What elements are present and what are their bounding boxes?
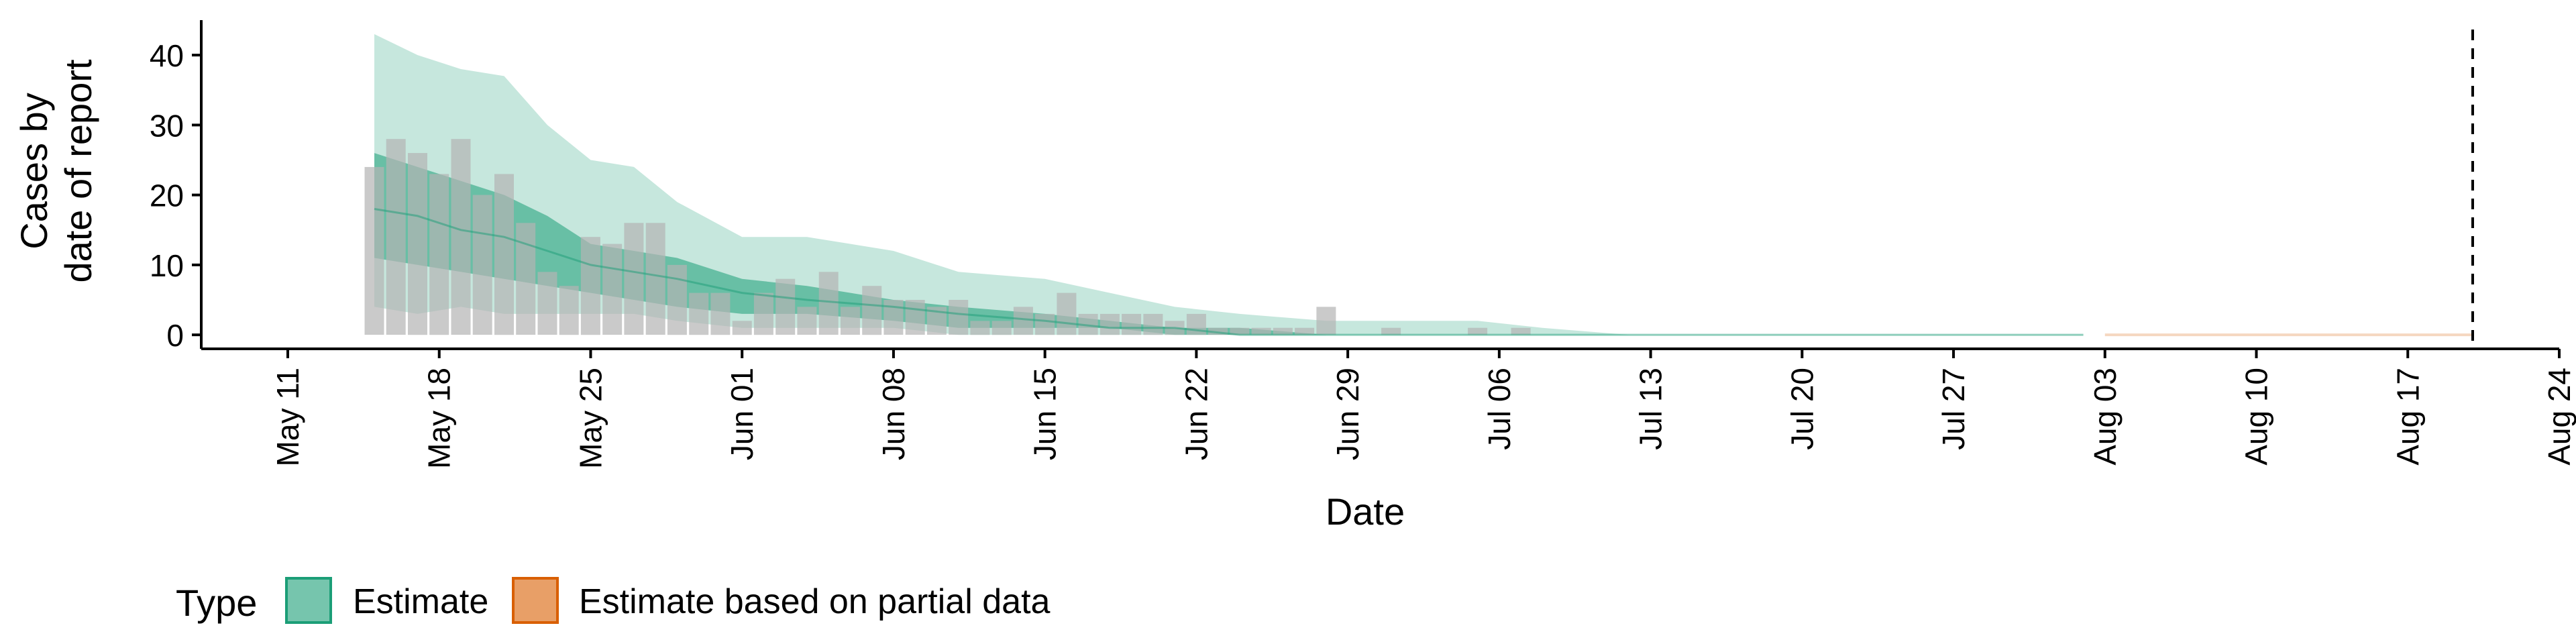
case-bar [818,272,839,335]
x-tick-label: May 11 [270,368,305,466]
case-bar [537,272,557,335]
legend-swatch-partial [512,577,559,624]
estimate-band-50 [374,153,2084,335]
legend: Type Estimate Estimate based on partial … [176,577,1051,624]
x-tick-label: Jul 13 [1633,368,1668,450]
x-tick-label: Aug 10 [2239,368,2274,466]
case-bar [1035,313,1055,335]
y-tick-label: 10 [150,248,184,283]
legend-title: Type [176,582,257,624]
y-tick-label: 20 [150,178,184,213]
case-bar [949,300,969,335]
case-bar [624,223,644,335]
case-bar [451,139,471,335]
case-bar [970,321,990,335]
case-bar [840,307,860,335]
case-bar [1511,327,1531,335]
case-bar [472,195,492,335]
case-bar [775,278,796,335]
case-bar [1013,307,1033,335]
estimate-median-layer [374,208,2084,336]
x-tick-label: Jun 29 [1330,368,1365,460]
case-bar [580,237,600,335]
case-bar [1251,327,1271,335]
case-bar [905,300,925,335]
case-bar [883,300,904,335]
x-tick-label: May 25 [574,368,608,469]
case-bar [797,307,817,335]
x-axis-label: Date [1326,490,1405,533]
legend-swatch-estimate [285,577,332,624]
case-bar [364,166,384,335]
case-bar [1057,292,1077,335]
y-tick-label: 40 [150,38,184,73]
x-tick-label: Jun 08 [876,368,911,460]
case-bar [645,223,665,335]
case-bar [1273,327,1293,335]
case-bar [1295,327,1315,335]
x-tick-label: May 18 [422,368,457,469]
case-bar [386,139,406,335]
y-tick-label: 30 [150,108,184,143]
x-tick-label: Jun 01 [724,368,759,460]
case-bar [1143,313,1163,335]
case-bar [991,321,1012,335]
estimate-band-90-layer [374,34,2084,335]
estimate-band-90 [374,34,2084,335]
y-tick-label: 0 [166,318,184,353]
case-bar [1122,313,1142,335]
y-axis-label-line1: Cases by [13,93,55,249]
x-tick-label: Aug 24 [2542,368,2576,466]
case-bar [1316,307,1336,335]
case-bar [516,223,536,335]
case-bar [494,174,514,335]
case-bar [602,244,623,335]
legend-label-estimate: Estimate [353,582,488,621]
x-tick-label: Jul 06 [1482,368,1517,450]
case-bar [862,286,882,335]
estimate-median-line [374,208,2084,336]
case-bar [667,264,687,335]
case-bar [1381,327,1401,335]
case-bar [408,153,427,335]
observed-cases-bars [364,139,1531,335]
x-tick-label: Jul 27 [1936,368,1971,450]
case-bar [1230,327,1250,335]
case-bar [732,321,752,335]
x-tick-label: Jul 20 [1784,368,1819,450]
case-bar [710,292,731,335]
case-bar [689,292,709,335]
x-tick-label: Aug 17 [2390,368,2425,466]
estimate-band-50-layer [374,153,2084,335]
x-tick-label: Aug 03 [2088,368,2123,466]
case-bar [559,286,579,335]
case-bar [753,292,773,335]
y-axis-label-line2: date of report [57,59,99,283]
case-bar [1099,313,1120,335]
case-bar [1468,327,1488,335]
case-bar [1208,327,1228,335]
x-tick-label: Jun 15 [1028,368,1063,460]
x-ticks: May 11 May 18 May 25 Jun 01 Jun 08 Jun 15 Jun … [270,349,2576,469]
x-tick-label: Jun 22 [1179,368,1214,460]
legend-label-partial: Estimate based on partial data [579,582,1051,621]
axes [200,20,2559,350]
y-ticks: 0 10 20 30 40 [150,38,201,353]
case-bar [429,174,449,335]
